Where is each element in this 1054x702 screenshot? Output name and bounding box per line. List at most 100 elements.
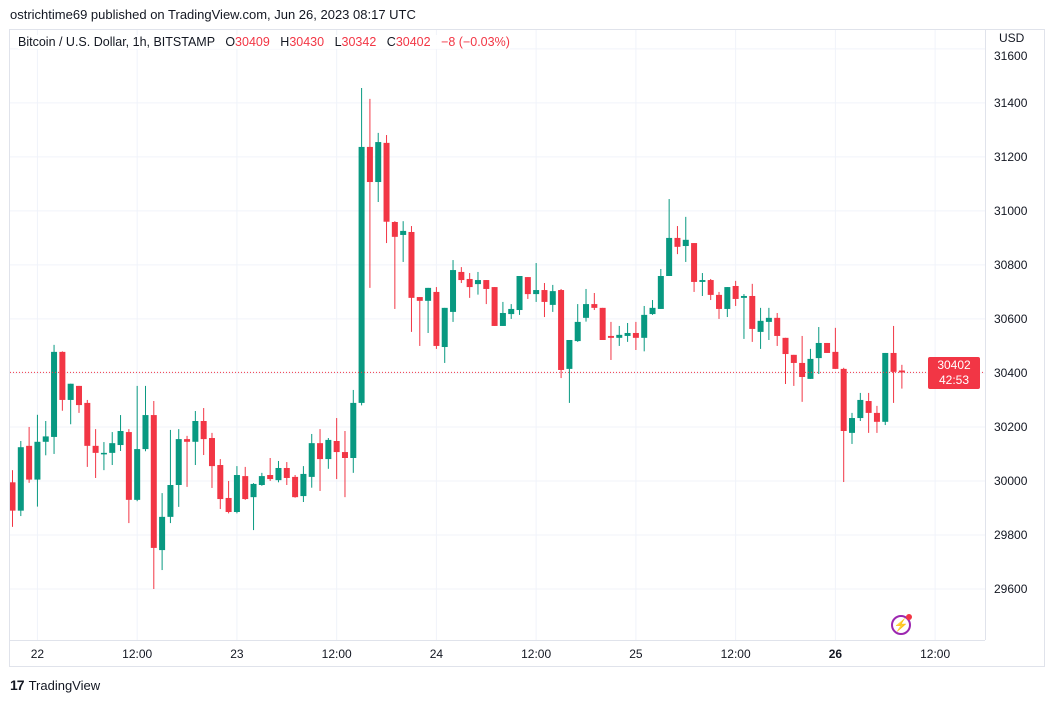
- candle-up[interactable]: [566, 339, 573, 403]
- candle-down[interactable]: [92, 429, 99, 478]
- candle-down[interactable]: [26, 426, 33, 483]
- candle-down[interactable]: [774, 312, 781, 346]
- candle-down[interactable]: [466, 273, 473, 298]
- candle-down[interactable]: [208, 432, 215, 488]
- candle-up[interactable]: [516, 275, 523, 315]
- candle-up[interactable]: [583, 288, 590, 322]
- candle-up[interactable]: [724, 287, 731, 318]
- candle-up[interactable]: [109, 432, 116, 466]
- candle-up[interactable]: [308, 433, 315, 488]
- candle-down[interactable]: [317, 429, 324, 491]
- candle-down[interactable]: [524, 277, 531, 299]
- candle-down[interactable]: [84, 399, 91, 467]
- candle-down[interactable]: [632, 321, 639, 350]
- candle-down[interactable]: [267, 457, 274, 481]
- candle-up[interactable]: [117, 415, 124, 451]
- candle-up[interactable]: [134, 385, 141, 502]
- candle-down[interactable]: [799, 335, 806, 402]
- candle-up[interactable]: [375, 132, 382, 203]
- time-axis[interactable]: 22 12:00 23 12:00 24 12:00 25 12:00 26 12:00: [10, 640, 985, 668]
- candle-down[interactable]: [341, 430, 348, 498]
- candle-down[interactable]: [283, 462, 290, 486]
- candle-down[interactable]: [865, 392, 872, 433]
- candle-down[interactable]: [674, 226, 681, 255]
- candle-up[interactable]: [42, 421, 49, 456]
- candlestick-plot[interactable]: [10, 30, 985, 640]
- candle-up[interactable]: [192, 411, 199, 466]
- candle-down[interactable]: [125, 429, 132, 524]
- candle-down[interactable]: [10, 470, 16, 527]
- candle-up[interactable]: [350, 389, 357, 473]
- candle-down[interactable]: [416, 297, 423, 346]
- candle-up[interactable]: [815, 327, 822, 375]
- candle-up[interactable]: [533, 263, 540, 302]
- candle-up[interactable]: [142, 385, 149, 452]
- candle-down[interactable]: [599, 307, 606, 340]
- candle-down[interactable]: [408, 226, 415, 332]
- candle-down[interactable]: [732, 280, 739, 306]
- candle-up[interactable]: [34, 414, 41, 507]
- candle-down[interactable]: [691, 243, 698, 292]
- candle-up[interactable]: [849, 412, 856, 444]
- candle-up[interactable]: [300, 466, 307, 503]
- candle-up[interactable]: [233, 466, 240, 514]
- candle-down[interactable]: [873, 405, 880, 433]
- candle-up[interactable]: [807, 348, 814, 379]
- candle-up[interactable]: [641, 305, 648, 352]
- candle-up[interactable]: [400, 221, 407, 262]
- candle-down[interactable]: [59, 351, 66, 411]
- candle-down[interactable]: [840, 367, 847, 483]
- candle-down[interactable]: [184, 435, 191, 487]
- candle-down[interactable]: [832, 327, 839, 369]
- currency-label[interactable]: USD: [999, 31, 1025, 45]
- candle-up[interactable]: [474, 271, 481, 295]
- candle-up[interactable]: [258, 472, 265, 486]
- price-axis[interactable]: 29600 29800 30000 30200 30400 30600 30800 31000…: [985, 30, 1046, 640]
- candle-up[interactable]: [882, 352, 889, 426]
- candle-down[interactable]: [782, 337, 789, 385]
- candle-up[interactable]: [857, 392, 864, 422]
- candle-down[interactable]: [458, 267, 465, 284]
- candle-down[interactable]: [607, 321, 614, 360]
- candle-down[interactable]: [150, 401, 157, 589]
- candle-down[interactable]: [483, 280, 490, 305]
- candle-down[interactable]: [75, 385, 82, 413]
- candle-down[interactable]: [366, 98, 373, 288]
- candle-down[interactable]: [383, 135, 390, 244]
- candle-up[interactable]: [624, 322, 631, 342]
- candle-up[interactable]: [250, 483, 257, 531]
- candle-up[interactable]: [740, 294, 747, 339]
- candle-up[interactable]: [17, 440, 24, 517]
- candle-up[interactable]: [699, 273, 706, 296]
- candle-down[interactable]: [790, 354, 797, 386]
- candle-up[interactable]: [757, 307, 764, 349]
- candle-down[interactable]: [333, 418, 340, 480]
- candle-down[interactable]: [716, 291, 723, 319]
- candle-down[interactable]: [391, 221, 398, 309]
- candle-up[interactable]: [499, 301, 506, 326]
- candle-up[interactable]: [682, 216, 689, 262]
- candle-down[interactable]: [541, 283, 548, 318]
- candle-up[interactable]: [175, 429, 182, 507]
- candle-down[interactable]: [890, 325, 897, 403]
- candle-down[interactable]: [217, 459, 224, 510]
- candle-up[interactable]: [100, 442, 107, 471]
- candle-down[interactable]: [591, 293, 598, 311]
- candle-up[interactable]: [508, 304, 515, 319]
- candle-up[interactable]: [549, 284, 556, 312]
- candle-up[interactable]: [649, 300, 656, 315]
- candle-up[interactable]: [51, 344, 58, 454]
- candle-up[interactable]: [441, 307, 448, 363]
- candle-up[interactable]: [657, 268, 664, 309]
- candle-up[interactable]: [325, 438, 332, 469]
- candle-up[interactable]: [450, 260, 457, 322]
- candle-up[interactable]: [425, 287, 432, 333]
- candle-up[interactable]: [67, 383, 74, 425]
- candle-up[interactable]: [167, 429, 174, 524]
- candle-down[interactable]: [292, 475, 299, 498]
- candle-up[interactable]: [574, 304, 581, 342]
- candle-up[interactable]: [616, 325, 623, 346]
- candle-down[interactable]: [433, 287, 440, 349]
- candle-down[interactable]: [200, 408, 207, 456]
- candle-down[interactable]: [491, 287, 498, 326]
